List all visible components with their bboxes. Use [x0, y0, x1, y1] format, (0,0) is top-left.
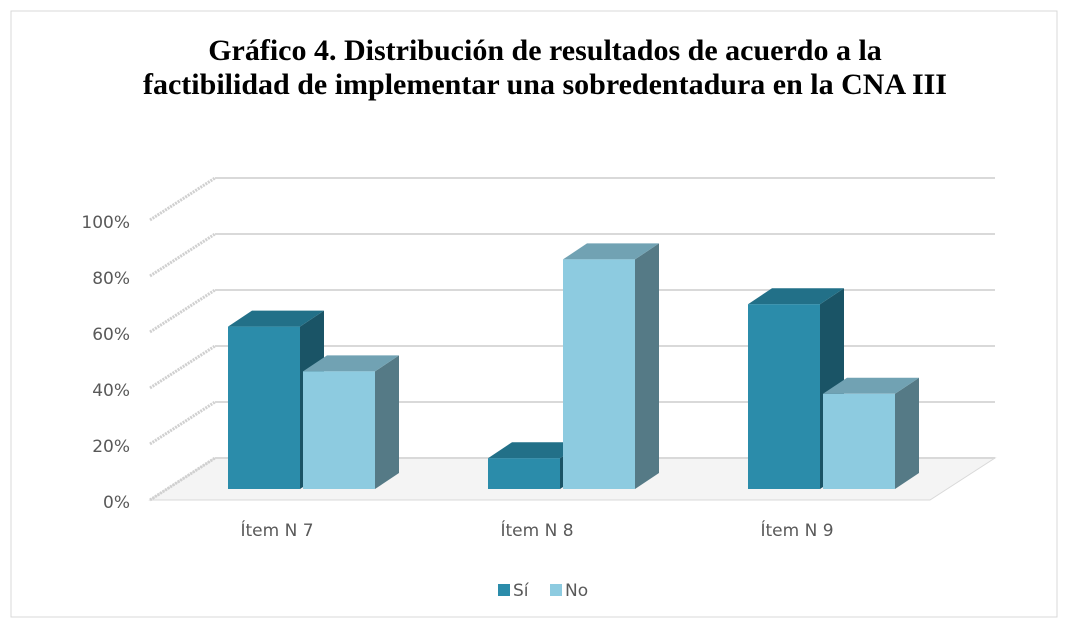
y-tick-label: 60% [92, 325, 130, 345]
legend-swatch [498, 584, 510, 596]
bar [303, 355, 399, 489]
bar-top [748, 288, 844, 305]
grid-line-side [149, 232, 216, 278]
bar-top [228, 310, 324, 327]
bar-front [563, 259, 635, 489]
bar-side [895, 377, 919, 489]
x-tick-label: Ítem N 8 [500, 519, 573, 541]
bar-side [635, 243, 659, 489]
bar-front [488, 458, 560, 489]
grid-line-side [149, 288, 216, 334]
chart-title: Gráfico 4. Distribución de resultados de… [143, 34, 947, 101]
bar-front [748, 304, 820, 489]
bar-top [823, 377, 919, 394]
y-tick-label: 80% [92, 269, 130, 289]
bar-top [563, 243, 659, 260]
bar [563, 243, 659, 489]
bar-front [823, 393, 895, 489]
y-tick-label: 20% [92, 437, 130, 457]
grid-line-side [149, 344, 216, 390]
bar [823, 377, 919, 489]
grid-line-side [149, 456, 216, 502]
y-tick-label: 100% [81, 213, 130, 233]
x-tick-label: Ítem N 9 [760, 519, 833, 541]
legend-swatch [550, 584, 562, 596]
grid-line-side [149, 400, 216, 446]
legend-label: No [565, 581, 588, 601]
bar-top [488, 442, 584, 459]
bar-front [228, 326, 300, 489]
bar-front [303, 371, 375, 489]
legend-label: Sí [513, 581, 530, 601]
bar-side [375, 355, 399, 489]
bar-top [303, 355, 399, 372]
x-tick-label: Ítem N 7 [240, 519, 313, 541]
grid-line-side [149, 176, 216, 222]
y-tick-label: 0% [103, 493, 130, 513]
chart-frame [10, 10, 1058, 618]
y-tick-label: 40% [92, 381, 130, 401]
